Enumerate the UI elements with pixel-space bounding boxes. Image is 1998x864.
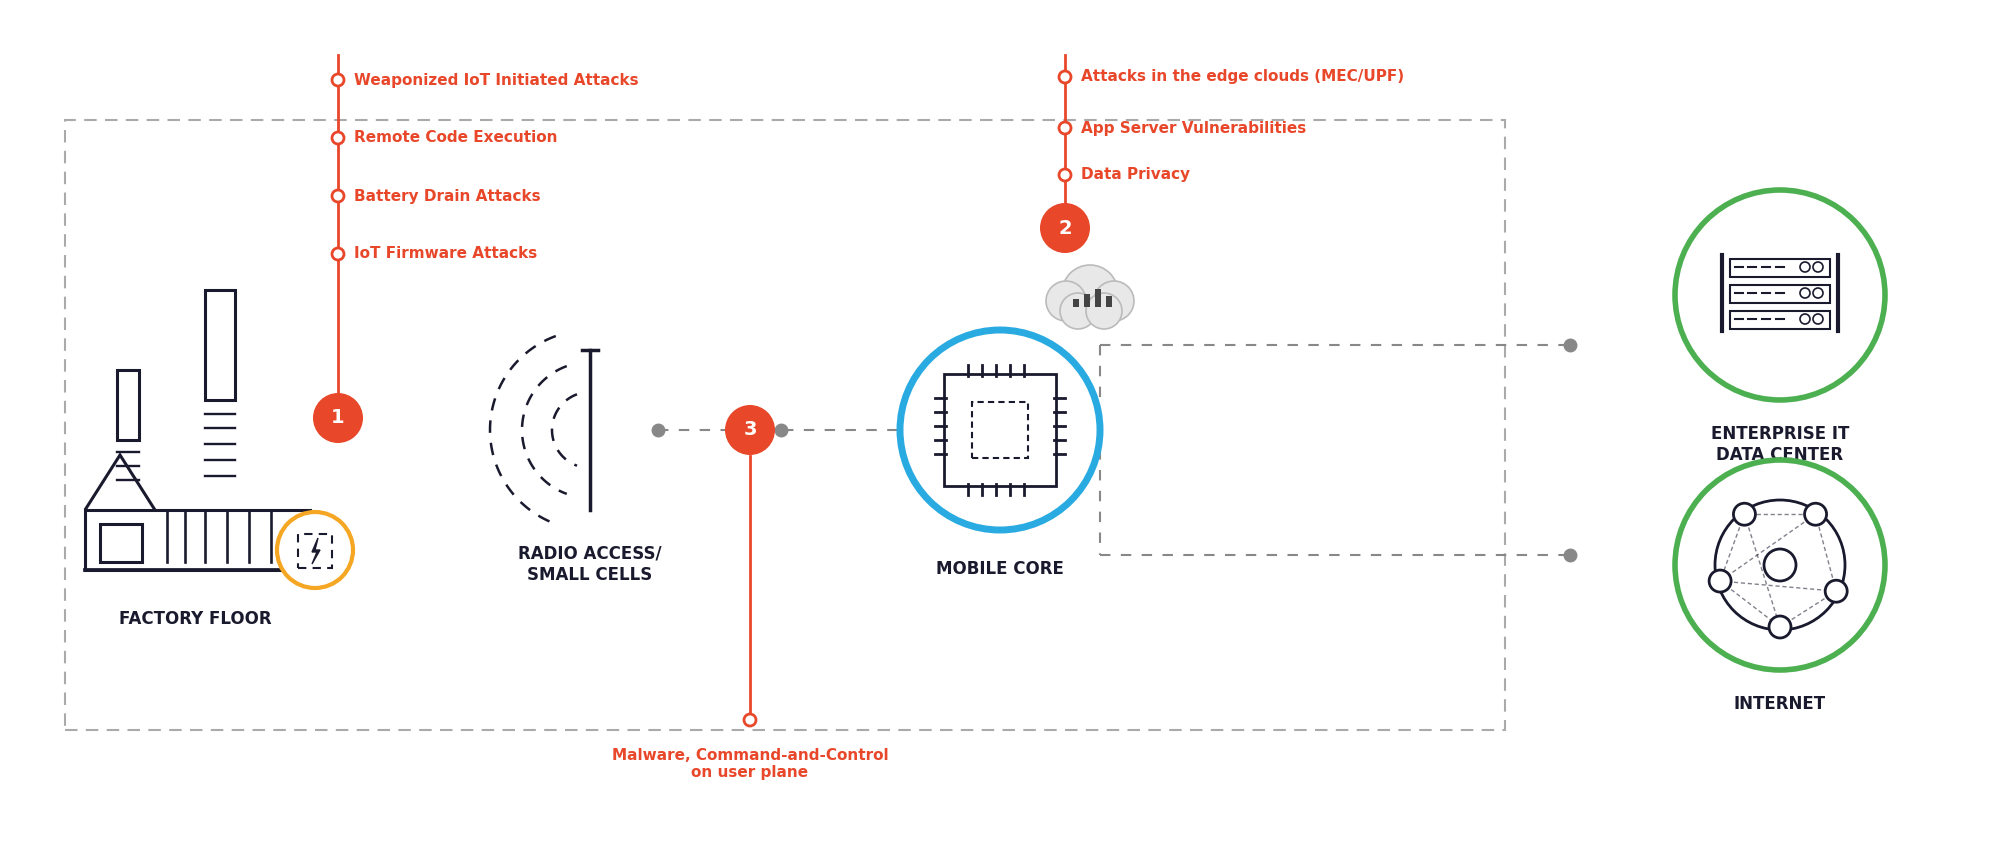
Circle shape xyxy=(1045,281,1085,321)
Circle shape xyxy=(332,248,344,260)
Text: Data Privacy: Data Privacy xyxy=(1081,168,1189,182)
Bar xyxy=(206,290,236,400)
Text: FACTORY FLOOR: FACTORY FLOOR xyxy=(118,610,272,628)
Circle shape xyxy=(1059,293,1095,329)
Circle shape xyxy=(1824,581,1846,602)
Circle shape xyxy=(1762,549,1794,581)
Circle shape xyxy=(1039,203,1089,253)
Circle shape xyxy=(1061,265,1117,321)
Text: 1: 1 xyxy=(332,409,344,428)
Text: Attacks in the edge clouds (MEC/UPF): Attacks in the edge clouds (MEC/UPF) xyxy=(1081,69,1403,85)
Circle shape xyxy=(1085,293,1121,329)
Bar xyxy=(100,524,142,562)
Text: Weaponized IoT Initiated Attacks: Weaponized IoT Initiated Attacks xyxy=(354,73,637,87)
Circle shape xyxy=(332,132,344,144)
Bar xyxy=(1073,299,1079,307)
Circle shape xyxy=(1059,71,1071,83)
Text: ENTERPRISE IT
DATA CENTER: ENTERPRISE IT DATA CENTER xyxy=(1710,425,1848,464)
Circle shape xyxy=(332,190,344,202)
Text: IoT Firmware Attacks: IoT Firmware Attacks xyxy=(354,246,537,262)
Text: MOBILE CORE: MOBILE CORE xyxy=(935,560,1063,578)
Bar xyxy=(1728,259,1828,277)
Bar xyxy=(118,370,140,440)
Text: INTERNET: INTERNET xyxy=(1732,695,1824,713)
Bar xyxy=(1095,289,1101,307)
Circle shape xyxy=(725,405,775,455)
Text: App Server Vulnerabilities: App Server Vulnerabilities xyxy=(1081,120,1305,136)
Circle shape xyxy=(314,393,364,443)
Circle shape xyxy=(1768,616,1790,638)
Bar xyxy=(1083,294,1089,307)
Text: Remote Code Execution: Remote Code Execution xyxy=(354,130,557,145)
Circle shape xyxy=(1059,169,1071,181)
Circle shape xyxy=(332,74,344,86)
Bar xyxy=(1728,311,1828,329)
Circle shape xyxy=(1732,503,1754,525)
Circle shape xyxy=(1674,190,1884,400)
Circle shape xyxy=(743,714,755,726)
Text: 3: 3 xyxy=(743,421,757,440)
Bar xyxy=(1105,296,1111,307)
Circle shape xyxy=(1093,281,1133,321)
Circle shape xyxy=(1804,503,1826,525)
Text: Battery Drain Attacks: Battery Drain Attacks xyxy=(354,188,539,204)
Polygon shape xyxy=(312,538,320,564)
Circle shape xyxy=(1059,122,1071,134)
Circle shape xyxy=(1708,570,1730,592)
Circle shape xyxy=(899,330,1099,530)
Circle shape xyxy=(1674,460,1884,670)
Text: 2: 2 xyxy=(1057,219,1071,238)
Text: Malware, Command-and-Control
on user plane: Malware, Command-and-Control on user pla… xyxy=(611,748,887,780)
Text: RADIO ACCESS/
SMALL CELLS: RADIO ACCESS/ SMALL CELLS xyxy=(517,545,661,584)
Circle shape xyxy=(278,512,354,588)
Bar xyxy=(1728,285,1828,303)
